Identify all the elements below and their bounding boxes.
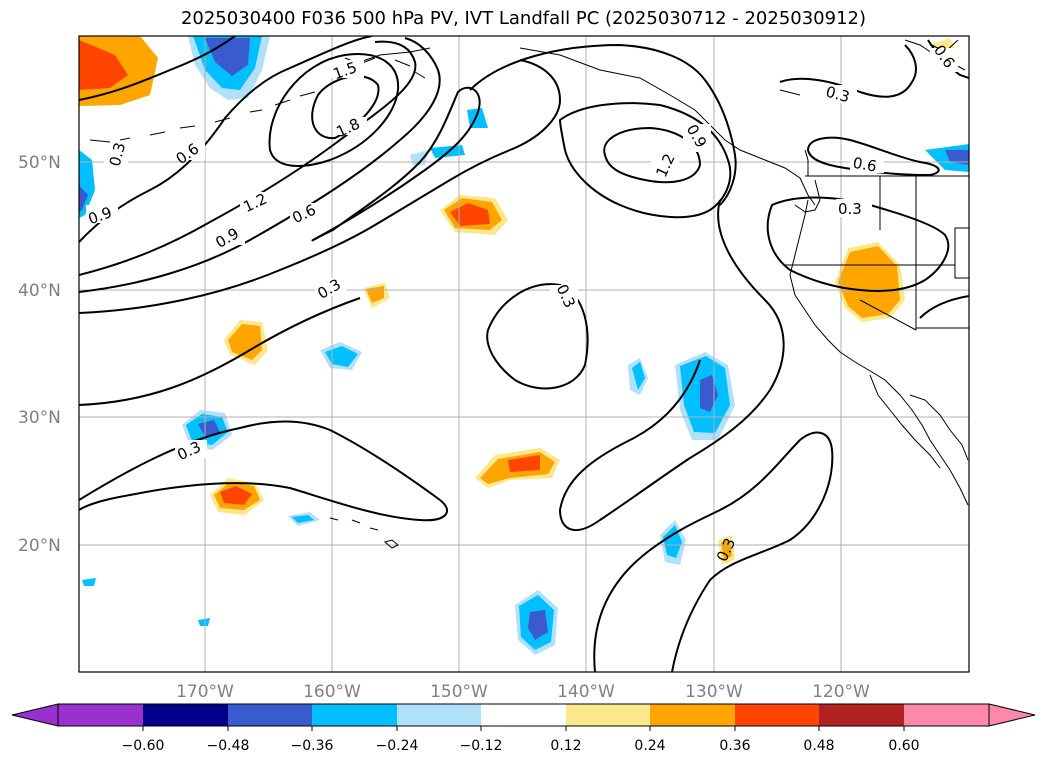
colorbar-tick: 0.48 [803, 738, 834, 754]
shade-neg [632, 362, 645, 390]
lon-label: 170°W [176, 682, 234, 702]
shade-neg [198, 618, 210, 626]
colorbar-tick: −0.24 [376, 738, 419, 754]
shade-neg [82, 578, 96, 586]
pv-contours [79, 36, 969, 672]
contour-0-3-lower-loop [79, 420, 448, 522]
map-title: 2025030400 F036 500 hPa PV, IVT Landfall… [180, 8, 867, 29]
contour-0-3-right-trough [593, 431, 834, 672]
contour-1-2-left [79, 40, 417, 276]
contour-0-3-right-top [779, 44, 917, 98]
colorbar: −0.60 −0.48 −0.36 −0.24 −0.12 0.12 0.24 … [11, 703, 1036, 754]
colorbar-tick: 0.24 [634, 738, 665, 754]
colorbar-bin [481, 704, 566, 726]
colorbar-tick: −0.48 [207, 738, 250, 754]
shade-neg [292, 515, 314, 523]
contour-0-6-right-large [469, 43, 737, 206]
colorbar-bin [904, 704, 989, 726]
coast-west-us [789, 199, 969, 506]
colorbar-bin [143, 704, 228, 726]
colorbar-extend-right [988, 703, 1036, 727]
colorbar-tick: 0.36 [719, 738, 750, 754]
contour-0-3-big-right [558, 199, 785, 531]
colorbar-tick: −0.12 [460, 738, 503, 754]
lon-label: 160°W [303, 682, 361, 702]
contour-0-3-bottomleft [79, 297, 361, 406]
contour-0-3-left [79, 59, 562, 314]
colorbar-bin [397, 704, 481, 726]
contour-1-5 [268, 53, 400, 167]
shade-pos [450, 203, 490, 226]
shade-neg [325, 346, 358, 367]
colorbar-bin [735, 704, 819, 726]
colorbar-tick: 0.60 [888, 738, 919, 754]
colorbar-bin [228, 704, 312, 726]
contour-label-layer: 1.5 1.8 0.6 0.3 0.9 1.2 0.6 0.9 0.3 0.3 … [86, 42, 959, 565]
colorbar-tick: −0.60 [122, 738, 165, 754]
lon-label: 140°W [557, 682, 615, 702]
coast-bc [779, 89, 821, 213]
colorbar-tick: −0.36 [291, 738, 334, 754]
shade-pos [220, 486, 252, 505]
lat-label: 20°N [18, 536, 61, 556]
colorbar-bin [819, 704, 904, 726]
coast-baja [869, 374, 941, 469]
border-bc [804, 149, 809, 176]
contour-0-6-right-top [806, 136, 940, 177]
colorbar-bin [312, 704, 397, 726]
contour-1-2-right [603, 126, 702, 184]
contour-label: 0.3 [838, 200, 862, 218]
lat-axis-labels: 50°N 40°N 30°N 20°N [18, 153, 61, 556]
shade-neg [663, 525, 682, 558]
contour-label: 0.3 [106, 141, 130, 169]
shade-pos [228, 324, 262, 360]
lon-axis-labels: 170°W 160°W 150°W 140°W 130°W 120°W [176, 682, 870, 702]
coast-alaska [519, 47, 816, 206]
lon-label: 130°W [685, 682, 743, 702]
plot-frame [78, 35, 970, 673]
lat-label: 30°N [18, 408, 61, 428]
contour-0-6-left [79, 36, 373, 243]
contour-0-3-mid-loop [486, 283, 589, 390]
shade-pos [838, 246, 900, 318]
lat-label: 40°N [18, 281, 61, 301]
coast-mexico [909, 394, 969, 461]
shade-pos [79, 40, 128, 90]
contour-0-9-right [558, 102, 732, 219]
colorbar-bin [650, 704, 735, 726]
border-states [785, 176, 969, 331]
contour-0-9-left [79, 37, 441, 293]
colorbar-bin [566, 704, 650, 726]
shade-pos [508, 455, 540, 472]
colorbar-extend-left [11, 703, 59, 727]
graticule [79, 36, 969, 672]
colorbar-frame [57, 703, 990, 727]
shade-neg [79, 185, 88, 212]
contour-0-3-right-lower [919, 295, 969, 319]
colorbar-bin [58, 704, 143, 726]
contour-0-6-mid [311, 86, 481, 242]
contour-0-9-top [79, 36, 236, 101]
coast-hawaii [329, 517, 399, 549]
shade-neg [945, 150, 969, 165]
shade-neg [528, 610, 548, 640]
lon-label: 120°W [812, 682, 870, 702]
shade-neg [410, 150, 428, 165]
contour-label: 0.3 [824, 83, 852, 107]
colorbar-tick: 0.12 [550, 738, 581, 754]
lat-label: 50°N [18, 153, 61, 173]
contour-label: 0.6 [851, 154, 878, 176]
lon-label: 150°W [430, 682, 488, 702]
shading-layer [79, 36, 969, 655]
